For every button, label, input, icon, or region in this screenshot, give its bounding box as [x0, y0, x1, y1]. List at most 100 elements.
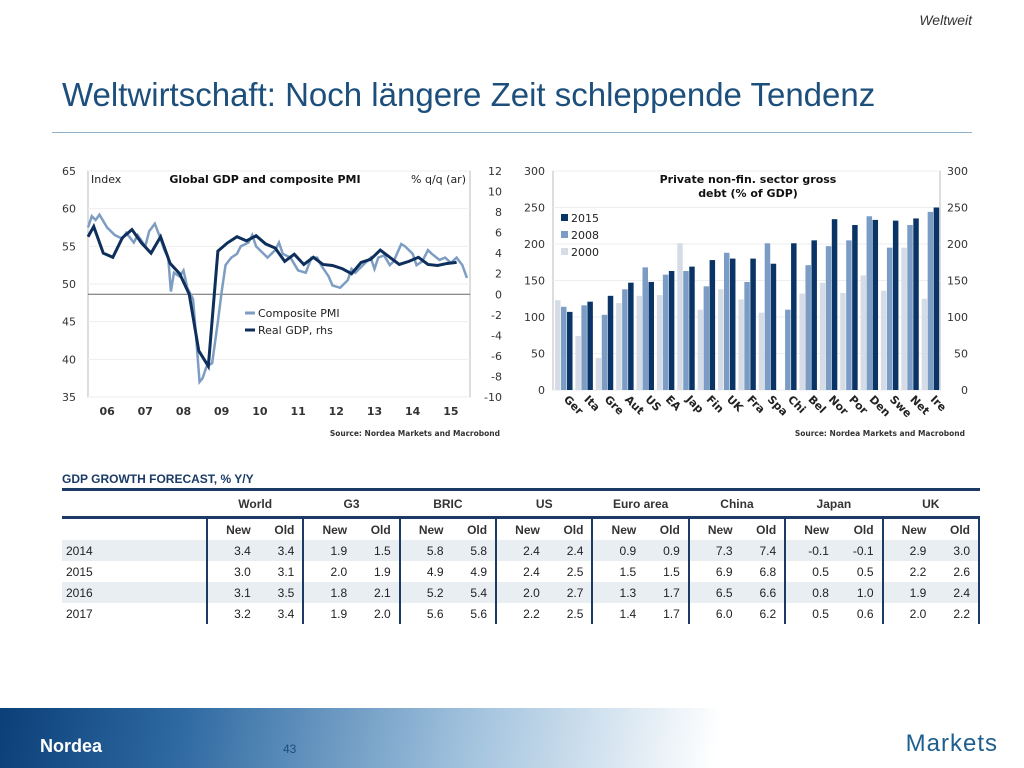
bar-2015-EA	[668, 271, 675, 390]
bar-2015-Aut	[628, 282, 634, 390]
bar-2000-Nor	[819, 282, 826, 390]
cell-value: 0.9	[644, 540, 690, 561]
bar-2008-Bel	[805, 265, 811, 390]
y-tick-right: 2	[495, 268, 502, 281]
x-tick: Por	[846, 393, 870, 417]
cell-value: 3.5	[258, 582, 305, 603]
chart-source: Source: Nordea Markets and Macrobond	[330, 429, 500, 438]
bar-2008-Chi	[785, 309, 791, 390]
y-tick-left: 100	[524, 311, 545, 324]
bar-2008-Swe	[886, 247, 893, 390]
legend-swatch	[561, 214, 568, 221]
group-header: World	[207, 491, 304, 519]
bar-2000-UK	[717, 289, 724, 390]
subheader-new: New	[226, 522, 251, 537]
bar-2015-UK	[729, 258, 736, 390]
bar-2008-Den	[866, 216, 873, 390]
bar-2015-Net	[913, 218, 919, 390]
x-tick: UK	[724, 393, 746, 415]
y-tick-left: 0	[538, 384, 545, 397]
x-tick: 08	[176, 405, 191, 418]
cell-value: 6.2	[740, 603, 787, 624]
y-tick-right: 200	[947, 238, 968, 251]
x-tick: 09	[214, 405, 229, 418]
x-tick: 07	[138, 405, 153, 418]
y-tick-right: 0	[961, 384, 968, 397]
cell-value: 0.5	[812, 564, 829, 579]
cell-value: -0.1	[836, 540, 884, 561]
bar-2008-Por	[846, 240, 852, 390]
cell-value: 1.8	[303, 582, 356, 603]
cell-value: 5.2	[399, 582, 452, 603]
cell-value: 1.7	[644, 582, 690, 603]
legend-label: 2000	[571, 246, 599, 259]
y-tick-left: 300	[524, 165, 545, 178]
series-line-gdp	[86, 222, 457, 371]
cell-value: 6.8	[740, 561, 787, 582]
cell-value: 2.6	[934, 561, 980, 582]
cell-value: 2.4	[523, 564, 540, 579]
chart-title: Private non-fin. sector gross	[660, 173, 837, 186]
table-row: 2016 3.1 3.5 1.8 2.1 5.2 5.4 2.0 2.7 1.3 1.7 6.5 6.6…	[62, 582, 980, 603]
x-tick: Aut	[622, 393, 646, 417]
bar-2008-Ger	[561, 306, 567, 390]
markets-label: Markets	[905, 730, 998, 757]
cell-value: 2.5	[547, 603, 594, 624]
subheader-old: Old	[451, 517, 498, 540]
bar-2000-EA	[656, 295, 663, 390]
y-tick-left: 35	[62, 391, 76, 404]
group-header: China	[688, 491, 786, 519]
bar-2015-US	[648, 281, 654, 390]
cell-value: 4.9	[426, 564, 444, 579]
row-year: 2014	[62, 540, 208, 561]
cell-value: 1.7	[644, 603, 690, 624]
cell-value: 1.9	[303, 540, 356, 561]
subheader-old: Old	[258, 517, 305, 540]
group-header: UK	[882, 491, 979, 519]
subheader-new: New	[515, 522, 540, 537]
bar-2008-Fra	[744, 281, 750, 390]
bar-2015-Por	[852, 225, 858, 390]
cell-value: 2.1	[355, 582, 401, 603]
y-tick-right: 150	[947, 275, 968, 288]
x-tick: Ire	[928, 393, 949, 414]
x-tick: 13	[367, 405, 382, 418]
bar-2008-Spa	[764, 243, 771, 390]
cell-value: 1.9	[355, 561, 401, 582]
bar-2000-Fra	[738, 299, 744, 390]
table-row: 2014 3.4 3.4 1.9 1.5 5.8 5.8 2.4 2.4 0.9 0.9 7.3 7.4…	[62, 540, 980, 561]
x-tick: 12	[329, 405, 344, 418]
cell-value: 5.8	[451, 540, 498, 561]
table-row: 2015 3.0 3.1 2.0 1.9 4.9 4.9 2.4 2.5 1.5 1.5 6.9 6.8…	[62, 561, 980, 582]
cell-value: 2.7	[547, 582, 594, 603]
cell-value: 2.9	[882, 540, 935, 561]
bar-2000-US	[636, 295, 643, 390]
cell-value: 2.5	[547, 561, 594, 582]
gdp-pmi-chart: 65 60 55 50 45 40 35 12 10 8 6 4 2 0 -2 -4 -6 -8 -10 06 07 08…	[62, 165, 502, 438]
bar-2000-Ger	[555, 300, 561, 390]
bar-2015-Gre	[607, 295, 614, 390]
cell-value: 0.9	[592, 540, 645, 561]
cell-value: 7.4	[740, 540, 787, 561]
cell-value: 2.4	[934, 582, 980, 603]
subheader-old: Old	[934, 517, 980, 540]
cell-value: 2.0	[355, 603, 401, 624]
bar-2000-Ire	[921, 298, 928, 390]
y-tick-right: 12	[488, 165, 502, 178]
bar-2008-Fin	[703, 286, 710, 390]
bar-2015-Den	[872, 219, 879, 390]
subheader-old: Old	[740, 517, 787, 540]
bar-2008-US	[642, 267, 648, 390]
y-tick-right: 4	[495, 247, 502, 260]
x-tick: US	[643, 393, 664, 414]
y-tick-right: -4	[491, 329, 502, 342]
cell-value: 1.5	[355, 540, 401, 561]
y-tick-right: -6	[491, 350, 502, 363]
legend-swatch	[561, 248, 568, 255]
x-tick: Fra	[744, 393, 767, 416]
y-tick-left: 50	[531, 348, 545, 361]
series-line-pmi	[86, 212, 469, 386]
bar-2008-EA	[662, 274, 669, 390]
bar-2000-Bel	[799, 293, 805, 390]
cell-value: 6.5	[688, 582, 741, 603]
